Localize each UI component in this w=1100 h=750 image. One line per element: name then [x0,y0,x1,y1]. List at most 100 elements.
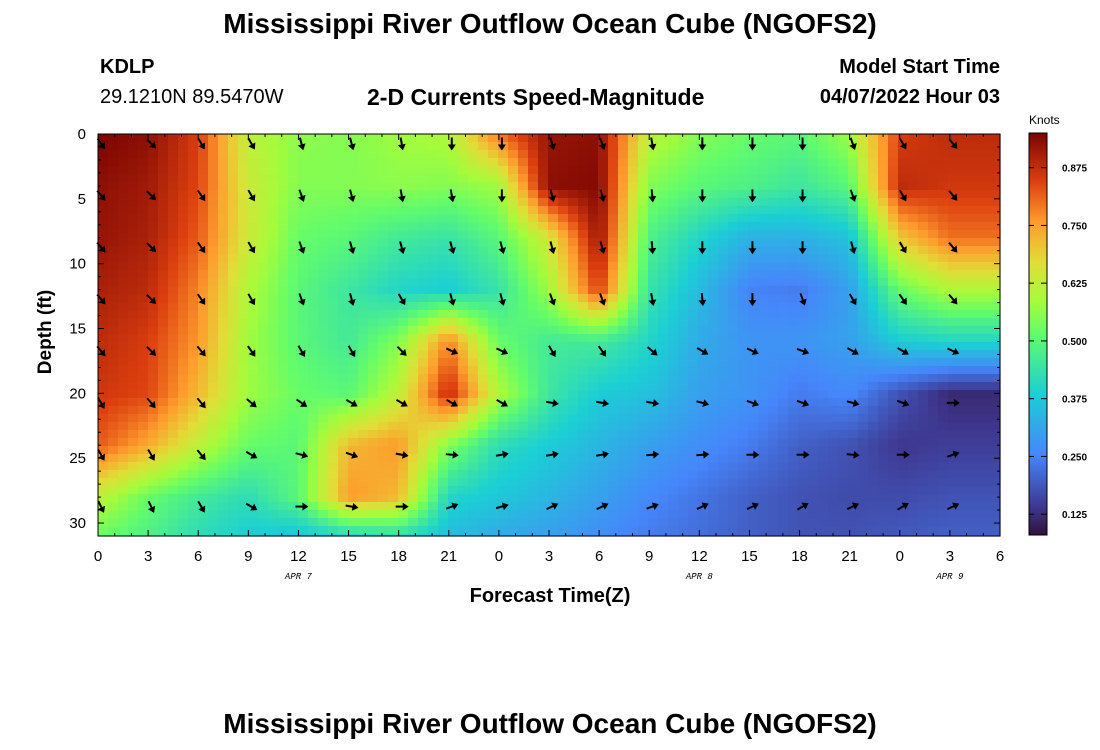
heat-cell [248,414,259,423]
heat-cell [448,286,459,295]
heat-cell [588,534,599,537]
heat-cell [428,478,439,487]
heat-cell [888,414,899,423]
heat-cell [408,502,419,511]
heat-cell [418,150,429,159]
heat-cell [218,526,229,535]
heat-cell [988,142,999,151]
heat-cell [238,406,249,415]
current-arrow [146,397,156,409]
heat-cell [988,446,999,455]
heat-cell [688,438,699,447]
heat-cell [808,510,819,519]
heat-cell [348,294,359,303]
heat-cell [468,222,479,231]
heat-cell [318,390,329,399]
heat-cell [968,174,979,183]
heat-cell [148,406,159,415]
heat-cell [218,206,229,215]
heat-cell [538,190,549,199]
heat-cell [438,270,449,279]
heat-cell [488,174,499,183]
heat-cell [138,270,149,279]
heat-cell [988,182,999,191]
heat-cell [198,366,209,375]
heat-cell [268,270,279,279]
heat-cell [628,534,639,537]
heat-cell [628,486,639,495]
heat-cell [998,414,1001,423]
heat-cell [808,262,819,271]
heat-cell [578,310,589,319]
heat-cell [488,230,499,239]
heat-cell [798,150,809,159]
heat-cell [768,486,779,495]
heat-cell [338,494,349,503]
heat-cell [488,462,499,471]
heat-cell [738,438,749,447]
heat-cell [788,206,799,215]
heat-cell [808,462,819,471]
heat-cell [958,390,969,399]
heat-cell [898,430,909,439]
heat-cell [248,158,259,167]
heat-cell [868,422,879,431]
heat-cell [638,406,649,415]
heat-cell [728,470,739,479]
heat-cell [918,174,929,183]
heat-cell [928,374,939,383]
heat-cell [108,422,119,431]
heat-cell [98,270,109,279]
heat-cell [658,382,669,391]
heat-cell [408,246,419,255]
heat-cell [228,214,239,223]
heat-cell [828,302,839,311]
heat-cell [908,214,919,223]
heat-cell [458,446,469,455]
heat-cell [128,310,139,319]
heat-cell [268,166,279,175]
heat-cell [848,342,859,351]
heat-cell [928,166,939,175]
heat-cell [168,190,179,199]
current-arrow [345,398,358,407]
heat-cell [228,366,239,375]
heat-cell [358,510,369,519]
heat-cell [198,374,209,383]
heat-cell [898,182,909,191]
heat-cell [628,318,639,327]
heat-cell [138,254,149,263]
heat-cell [878,366,889,375]
heat-cell [788,238,799,247]
current-arrow [397,137,406,151]
heat-cell [458,422,469,431]
heat-cell [718,334,729,343]
heat-cell [528,518,539,527]
heat-cell [888,278,899,287]
heat-cell [188,534,199,537]
heat-cell [158,414,169,423]
heat-cell [548,238,559,247]
heat-cell [428,182,439,191]
heat-cell [278,430,289,439]
heat-cell [228,430,239,439]
heat-cell [738,182,749,191]
heat-cell [928,206,939,215]
heat-cell [508,462,519,471]
heat-cell [288,334,299,343]
heat-cell [478,222,489,231]
heat-cell [788,438,799,447]
heat-cell [448,182,459,191]
heat-cell [408,206,419,215]
heat-cell [738,454,749,463]
heat-cell [608,326,619,335]
heat-cell [888,470,899,479]
heat-cell [268,302,279,311]
heat-cell [778,374,789,383]
heat-cell [918,294,929,303]
heat-cell [928,518,939,527]
heat-cell [958,414,969,423]
heat-cell [478,262,489,271]
heat-cell [398,494,409,503]
heat-cell [638,454,649,463]
